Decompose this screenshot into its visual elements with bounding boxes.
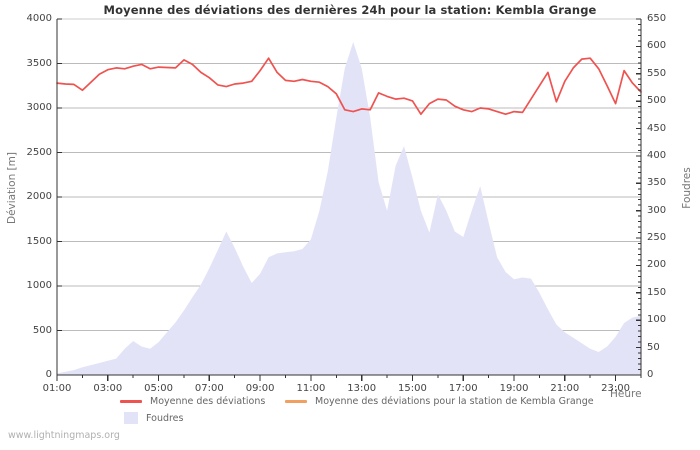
y-tick-label: 500 — [32, 324, 52, 336]
legend-swatch-foudres — [124, 412, 138, 424]
y2-tick-label: 0 — [647, 369, 654, 380]
legend-swatch-station — [285, 400, 307, 403]
y2-tick-label: 600 — [647, 40, 667, 52]
x-tick-label: 15:00 — [398, 383, 427, 394]
x-tick-label: 19:00 — [499, 383, 529, 394]
page-title: Moyenne des déviations des dernières 24h… — [103, 3, 597, 17]
y2-tick-label: 150 — [647, 286, 667, 298]
legend-item-foudres: Foudres — [120, 412, 183, 424]
legend-label-foudres: Foudres — [146, 412, 184, 424]
y2-tick-label: 300 — [647, 204, 667, 216]
legend-item-station: Moyenne des déviations pour la station d… — [285, 396, 594, 407]
x-tick-label: 23:00 — [601, 383, 630, 394]
x-axis-title: Heure — [610, 388, 642, 400]
y2-tick-label: 200 — [647, 259, 667, 271]
legend-label-deviation: Moyenne des déviations — [150, 396, 266, 407]
y2-tick-label: 350 — [647, 177, 667, 189]
y-tick-label: 0 — [45, 369, 52, 380]
y2-tick-label: 550 — [647, 67, 667, 79]
legend-swatch-deviation — [120, 400, 142, 403]
y-tick-label: 4000 — [26, 13, 52, 24]
x-tick-label: 07:00 — [194, 383, 224, 394]
legend-label-station: Moyenne des déviations pour la station d… — [315, 396, 594, 407]
x-tick-label: 05:00 — [144, 383, 173, 394]
y-tick-label: 2500 — [26, 146, 52, 158]
y2-tick-label: 50 — [647, 341, 660, 353]
y-tick-label: 2000 — [26, 191, 52, 202]
x-tick-label: 13:00 — [347, 383, 377, 394]
y2-tick-label: 650 — [647, 13, 667, 24]
y2-tick-label: 100 — [647, 314, 667, 326]
x-tick-label: 17:00 — [448, 383, 478, 394]
y2-tick-label: 400 — [647, 149, 667, 161]
y-tick-label: 1000 — [26, 280, 52, 291]
footer-watermark: www.lightningmaps.org — [8, 430, 120, 441]
x-tick-label: 01:00 — [42, 383, 72, 394]
y-tick-label: 1500 — [26, 235, 52, 247]
y-tick-label: 3500 — [26, 57, 52, 69]
x-tick-label: 03:00 — [93, 383, 123, 394]
y2-tick-label: 450 — [647, 122, 667, 134]
x-tick-label: 21:00 — [550, 383, 580, 394]
y-tick-label: 3000 — [26, 102, 52, 113]
x-tick-label: 11:00 — [296, 383, 326, 394]
y2-tick-label: 500 — [647, 95, 667, 107]
legend-item-deviation: Moyenne des déviations — [120, 396, 265, 407]
x-tick-label: 09:00 — [245, 383, 275, 394]
y2-tick-label: 250 — [647, 232, 667, 244]
